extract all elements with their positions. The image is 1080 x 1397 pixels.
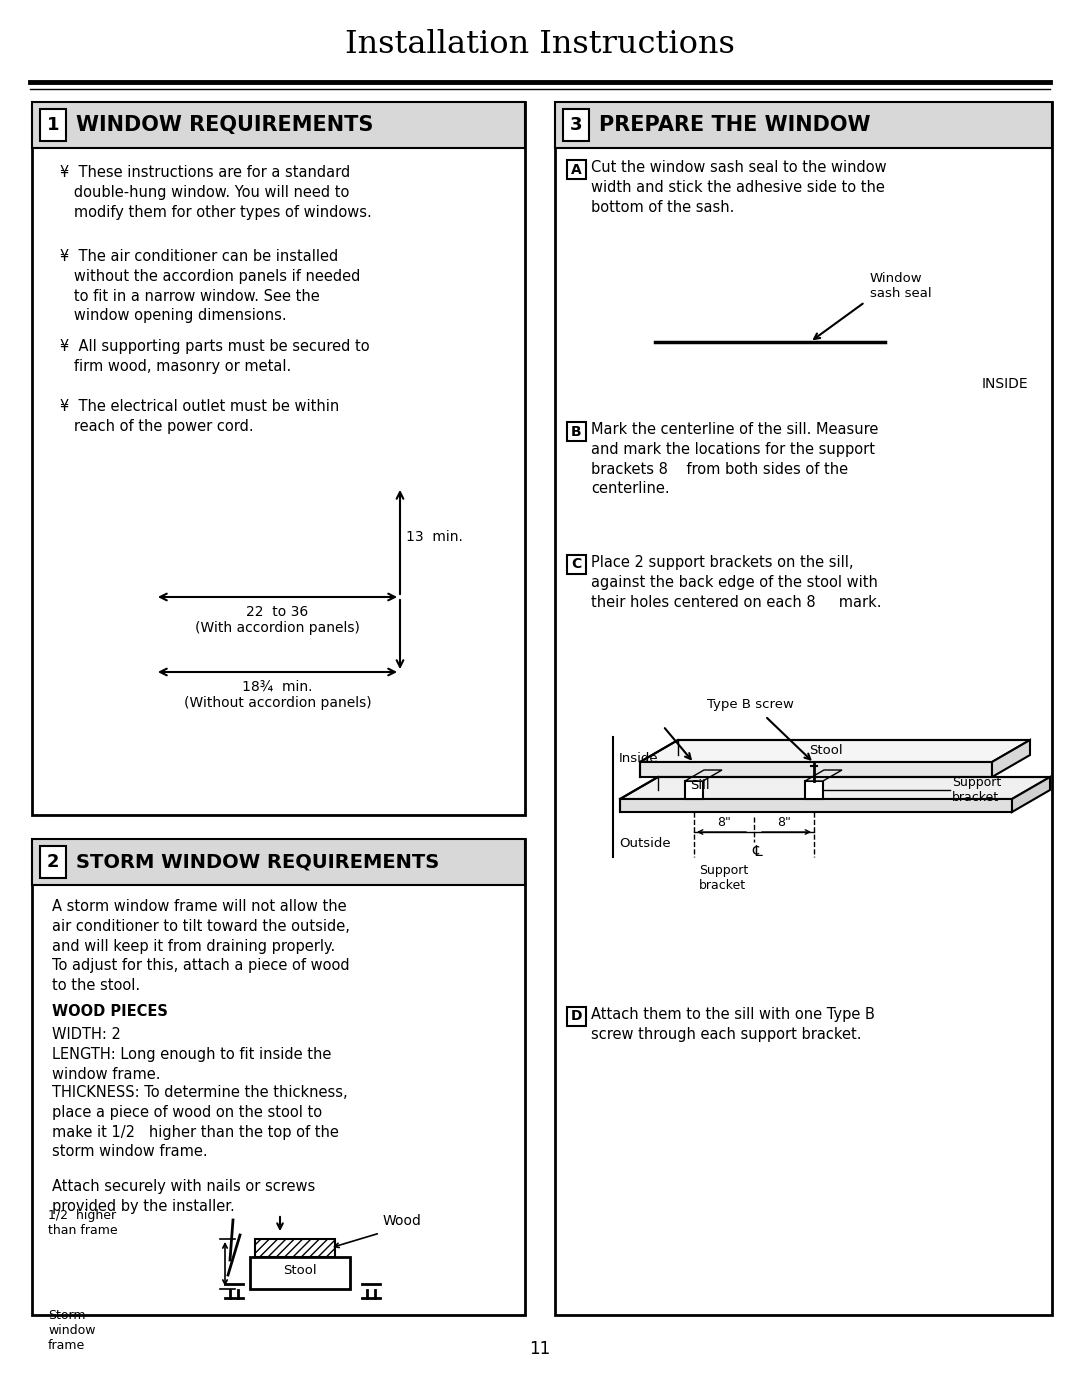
Polygon shape [640,740,1030,761]
Text: 2: 2 [46,854,59,870]
Text: Place 2 support brackets on the sill,
against the back edge of the stool with
th: Place 2 support brackets on the sill, ag… [591,555,881,609]
Text: ¥  The air conditioner can be installed
   without the accordion panels if neede: ¥ The air conditioner can be installed w… [60,249,361,323]
Text: 8": 8" [717,816,731,828]
Polygon shape [685,770,723,781]
Text: 11: 11 [529,1340,551,1358]
Text: 18¾  min.
(Without accordion panels): 18¾ min. (Without accordion panels) [184,680,372,710]
Bar [567,422,586,441]
Text: Support
bracket: Support bracket [951,775,1001,805]
Text: ¥  These instructions are for a standard
   double-hung window. You will need to: ¥ These instructions are for a standard … [60,165,372,219]
Text: WOOD PIECES: WOOD PIECES [52,1004,167,1018]
Text: Cut the window sash seal to the window
width and stick the adhesive side to the
: Cut the window sash seal to the window w… [591,161,887,215]
Bar [567,1007,586,1025]
Text: Stool: Stool [809,745,842,757]
Text: INSIDE: INSIDE [982,377,1028,391]
Bar [249,1257,350,1289]
Text: Support
bracket: Support bracket [699,863,748,893]
Text: Sill: Sill [690,780,710,792]
Text: Stool: Stool [283,1263,316,1277]
Text: Inside: Inside [619,752,659,766]
Bar [555,102,1052,1315]
Polygon shape [1012,777,1050,812]
Text: Outside: Outside [619,837,671,849]
Text: STORM WINDOW REQUIREMENTS: STORM WINDOW REQUIREMENTS [76,852,440,872]
Bar [685,781,703,799]
Bar [563,109,589,141]
Text: 3: 3 [570,116,582,134]
Text: D: D [570,1010,582,1024]
Text: Mark the centerline of the sill. Measure
and mark the locations for the support
: Mark the centerline of the sill. Measure… [591,422,878,496]
Text: 13  min.: 13 min. [406,529,463,543]
Text: 8": 8" [778,816,791,828]
Bar [32,102,525,814]
Polygon shape [640,761,993,777]
Bar [567,555,586,574]
Text: ℄: ℄ [752,844,761,859]
Text: 1: 1 [46,116,59,134]
Text: Installation Instructions: Installation Instructions [346,29,734,60]
Polygon shape [620,777,1050,799]
Bar [555,102,1052,148]
Text: Type B screw: Type B screw [706,698,794,711]
Text: B: B [571,425,582,439]
Text: C: C [571,557,582,571]
Text: LENGTH: Long enough to fit inside the
window frame.: LENGTH: Long enough to fit inside the wi… [52,1046,332,1081]
Bar [40,847,66,877]
Bar [255,1239,335,1257]
Bar [567,161,586,179]
Text: ¥  All supporting parts must be secured to
   firm wood, masonry or metal.: ¥ All supporting parts must be secured t… [60,339,369,374]
Text: Attach securely with nails or screws
provided by the installer.: Attach securely with nails or screws pro… [52,1179,315,1214]
Text: WIDTH: 2: WIDTH: 2 [52,1027,121,1042]
Text: PREPARE THE WINDOW: PREPARE THE WINDOW [599,115,870,136]
Bar [805,781,823,799]
Text: Wood: Wood [383,1214,422,1228]
Text: Storm
window
frame: Storm window frame [48,1309,95,1352]
Polygon shape [805,770,842,781]
Text: 22  to 36
(With accordion panels): 22 to 36 (With accordion panels) [195,605,360,636]
Text: Attach them to the sill with one Type B
screw through each support bracket.: Attach them to the sill with one Type B … [591,1007,875,1042]
Bar [40,109,66,141]
Text: A storm window frame will not allow the
air conditioner to tilt toward the outsi: A storm window frame will not allow the … [52,900,350,993]
Bar [32,840,525,1315]
Bar [32,102,525,148]
Bar [32,840,525,886]
Text: A: A [571,162,582,176]
Text: 1/2  higher
than frame: 1/2 higher than frame [48,1208,118,1236]
Polygon shape [620,799,1012,812]
Text: WINDOW REQUIREMENTS: WINDOW REQUIREMENTS [76,115,374,136]
Text: Window
sash seal: Window sash seal [870,272,932,300]
Text: THICKNESS: To determine the thickness,
place a piece of wood on the stool to
mak: THICKNESS: To determine the thickness, p… [52,1085,348,1160]
Polygon shape [993,740,1030,777]
Text: ¥  The electrical outlet must be within
   reach of the power cord.: ¥ The electrical outlet must be within r… [60,400,339,434]
